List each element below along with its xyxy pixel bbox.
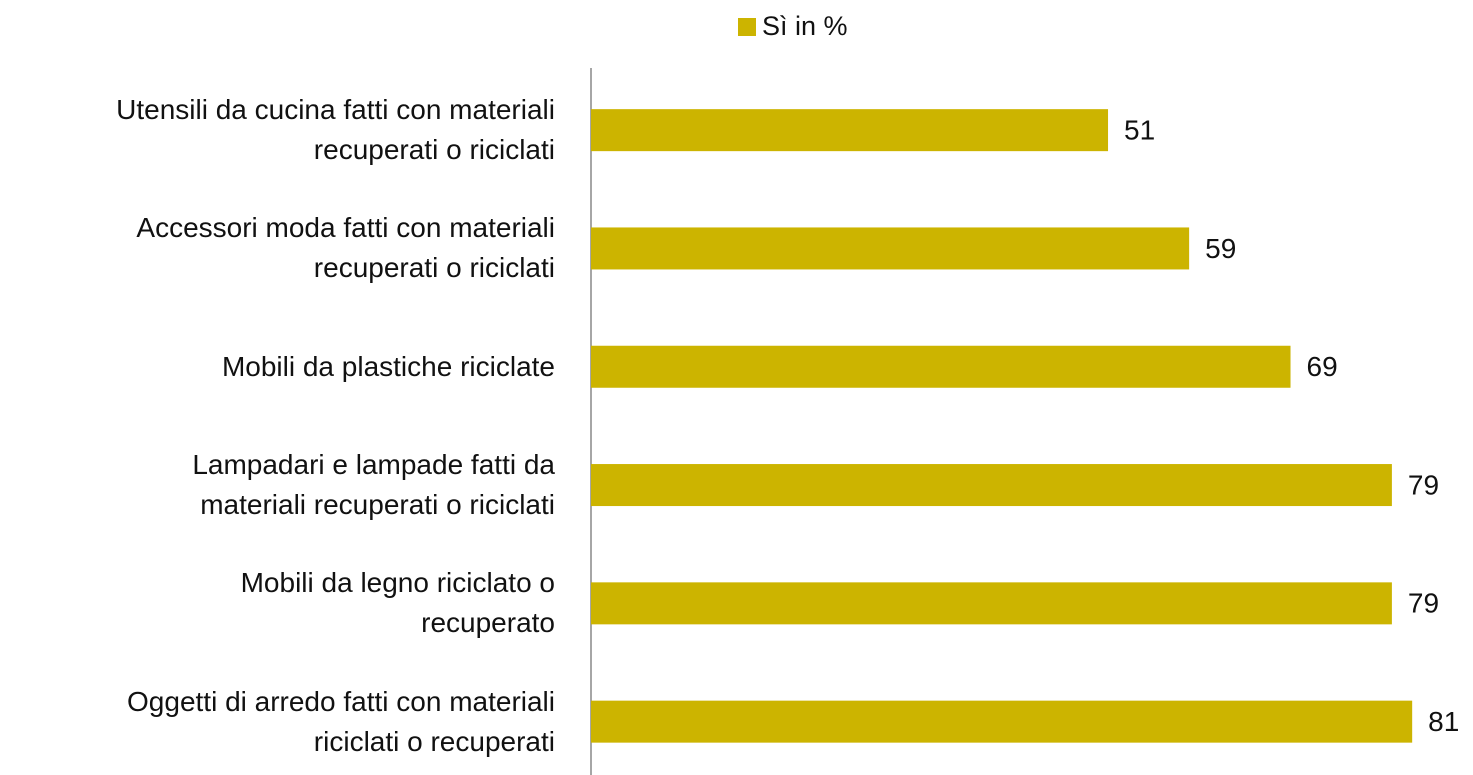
bar [591, 582, 1392, 625]
data-label: 79 [1408, 588, 1439, 619]
y-tick-label: Lampadari e lampade fatti da materiali r… [192, 449, 555, 521]
bar [591, 345, 1291, 388]
y-tick-label: Mobili da legno riciclato o recuperato [240, 567, 555, 639]
data-label: 69 [1307, 351, 1338, 382]
bar [591, 109, 1109, 152]
y-tick-label: Utensili da cucina fatti con materiali r… [116, 94, 555, 166]
y-tick-label: Accessori moda fatti con materiali recup… [136, 212, 555, 284]
data-label: 79 [1408, 469, 1439, 500]
bar [591, 700, 1413, 743]
bar [591, 464, 1392, 507]
data-label: 59 [1205, 233, 1236, 264]
data-label: 51 [1124, 115, 1155, 146]
data-label: 81 [1428, 706, 1459, 737]
y-tick-label: Mobili da plastiche riciclate [221, 350, 555, 382]
bar [591, 227, 1190, 270]
legend-swatch [738, 18, 756, 36]
legend-label: Sì in % [762, 11, 848, 41]
y-tick-label: Oggetti di arredo fatti con materiali ri… [127, 685, 555, 757]
